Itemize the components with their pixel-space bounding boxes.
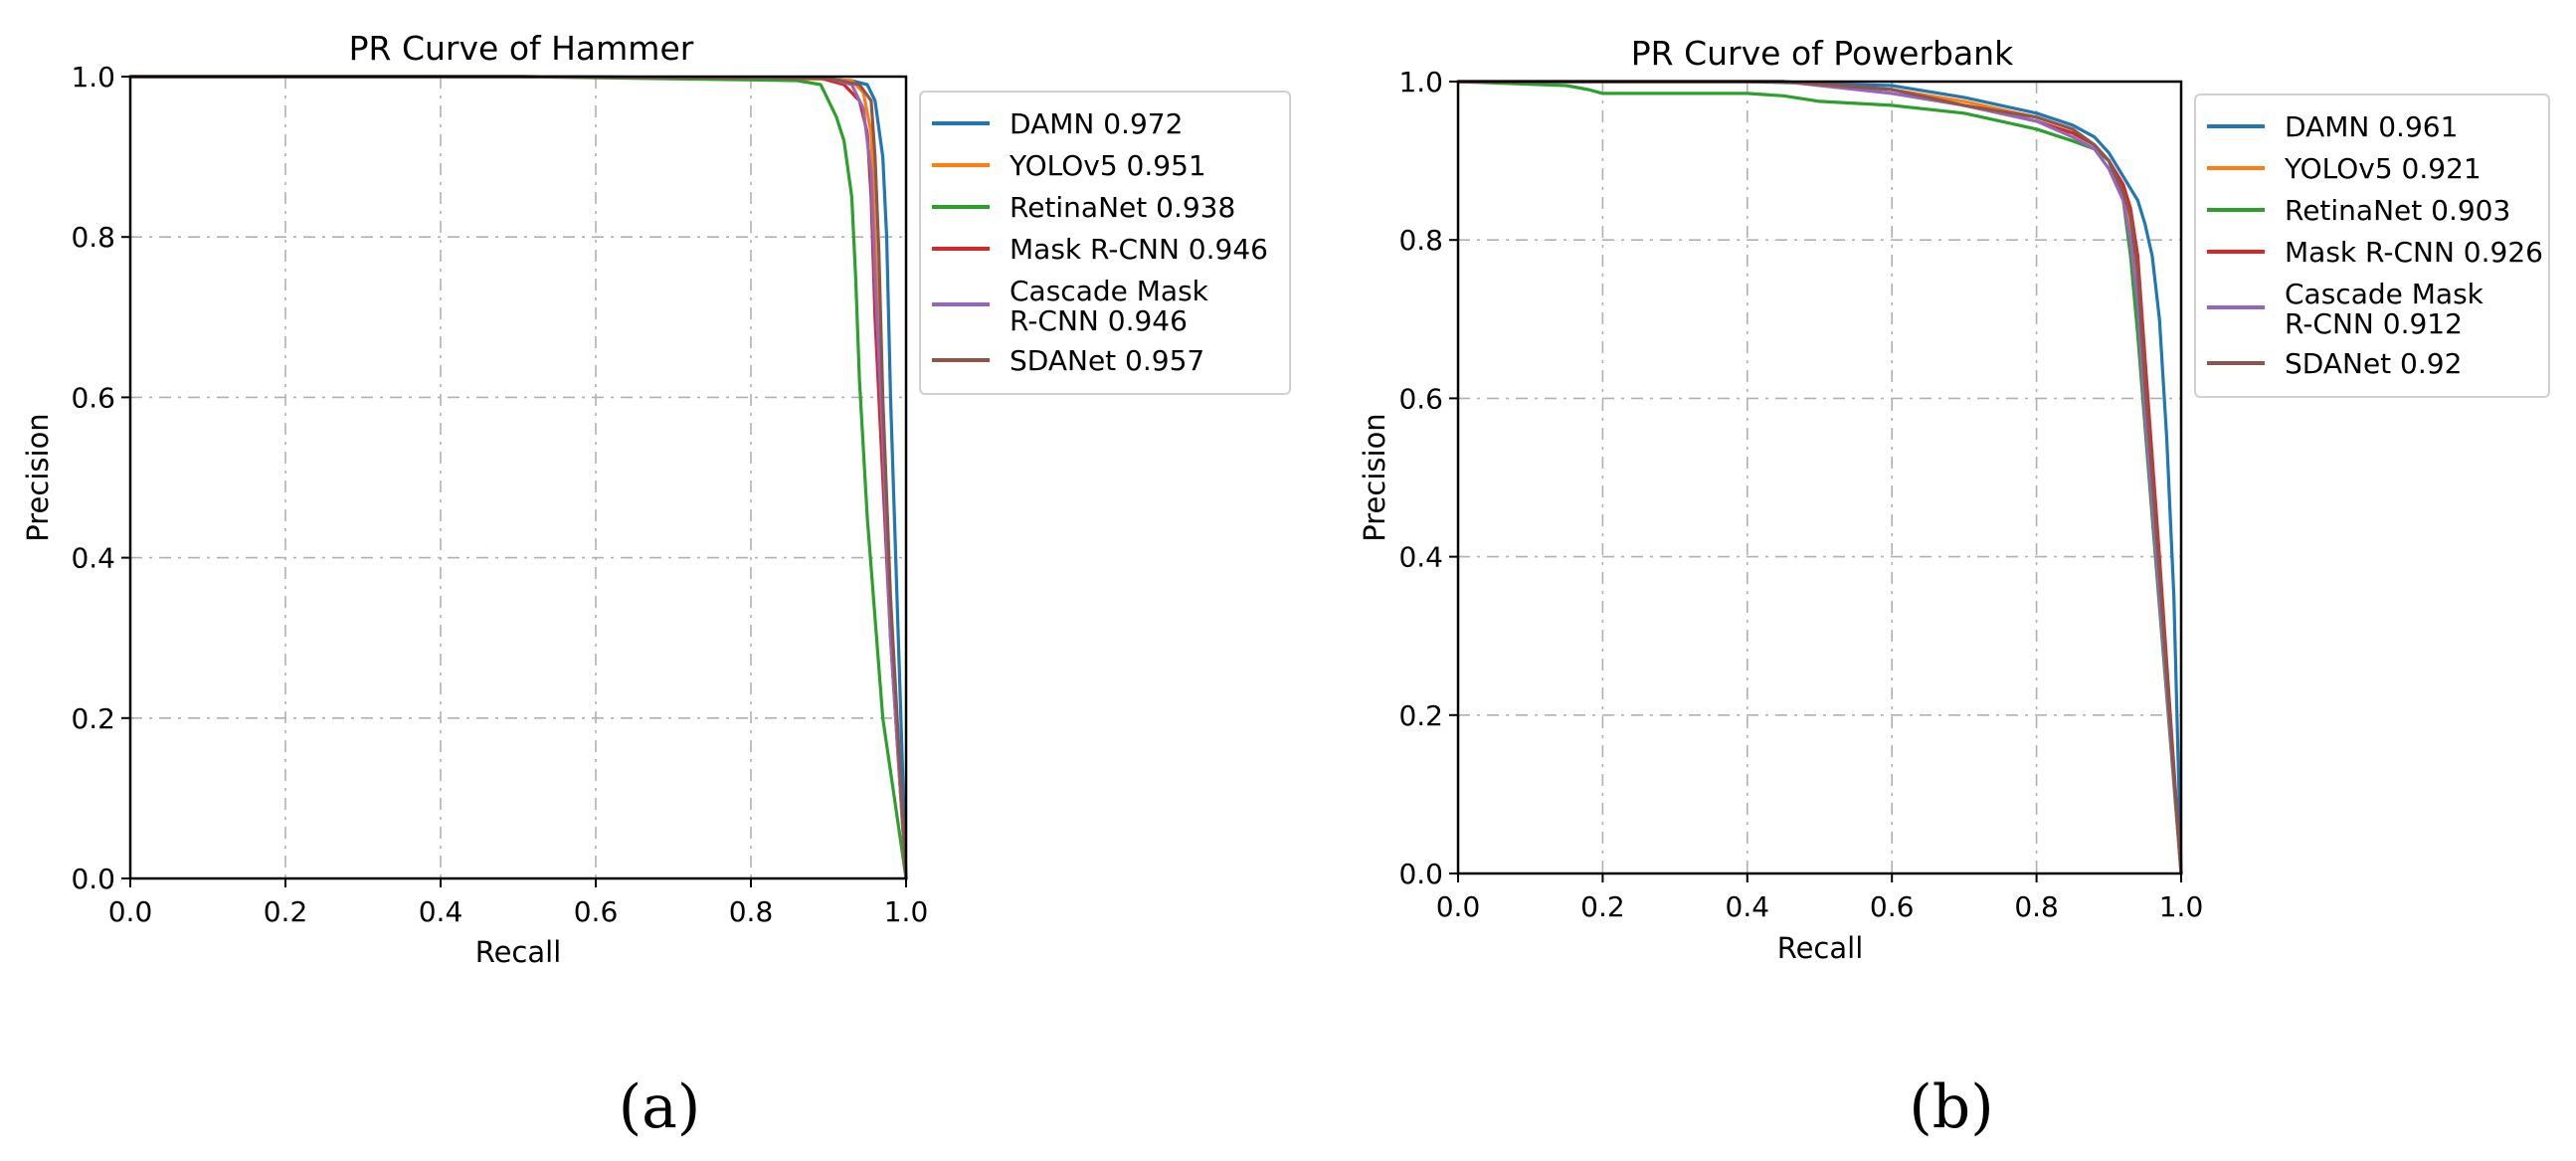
x-axis-label: Recall [475, 935, 562, 969]
y-axis-label: Precision [21, 413, 55, 541]
chart-panel-a: PR Curve of Hammer 0.0 0.2 0.4 0.6 0.8 1.00.0… [21, 29, 1291, 1142]
series-line-4 [1456, 80, 2183, 875]
chart-title: PR Curve of Hammer [349, 29, 694, 68]
x-tick-label: 0.2 [264, 895, 308, 928]
chart-title: PR Curve of Powerbank [1631, 34, 2014, 73]
legend-label-3: Mask R-CNN 0.946 [1010, 233, 1268, 266]
x-tick-label: 0.6 [574, 895, 619, 928]
legend-box [2194, 94, 2550, 398]
legend-label-1: YOLOv5 0.951 [1009, 149, 1206, 182]
x-axis-label: Recall [1777, 931, 1864, 965]
y-tick-label: 1.0 [1398, 66, 1443, 98]
legend: DAMN 0.972 YOLOv5 0.951 RetinaNet 0.938 Mas… [919, 91, 1291, 395]
legend-label-0: DAMN 0.961 [2285, 110, 2458, 143]
y-tick-label: 0.4 [71, 542, 115, 575]
legend-label-2: RetinaNet 0.938 [1010, 191, 1235, 224]
series-line-5 [128, 75, 908, 880]
y-tick-label: 0.6 [71, 381, 115, 414]
x-tick-label: 0.8 [2014, 890, 2059, 923]
series-line-0 [1456, 80, 2183, 875]
series-line-0 [128, 75, 908, 880]
x-tick-label: 0.0 [108, 895, 153, 928]
x-tick-label: 1.0 [2159, 890, 2204, 923]
chart-panel-b: PR Curve of Powerbank 0.0 0.2 0.4 0.6 0.8 1.0… [1358, 34, 2550, 1142]
y-tick-label: 0.6 [1398, 382, 1443, 415]
legend-label-5: SDANet 0.92 [2285, 347, 2462, 380]
legend-label-0: DAMN 0.972 [1010, 107, 1183, 140]
legend-label-4: Cascade Mask R-CNN 0.946 [1010, 275, 1209, 337]
y-tick-label: 0.0 [1398, 858, 1443, 890]
series-lines [1456, 80, 2183, 875]
series-line-5 [1456, 80, 2183, 875]
x-tick-label: 0.8 [729, 895, 774, 928]
x-tick-label: 0.4 [419, 895, 463, 928]
series-line-2 [128, 75, 908, 880]
x-tick-label: 0.6 [1870, 890, 1915, 923]
y-tick-label: 0.8 [1398, 224, 1443, 257]
series-line-1 [128, 75, 908, 880]
series-line-1 [1456, 80, 2183, 875]
y-tick-label: 1.0 [71, 61, 115, 94]
legend-label-1: YOLOv5 0.921 [2284, 152, 2482, 185]
legend-label-5: SDANet 0.957 [1010, 344, 1204, 377]
series-line-2 [1456, 80, 2183, 875]
legend-label-3: Mask R-CNN 0.926 [2285, 236, 2543, 269]
legend-box [919, 91, 1291, 395]
series-line-3 [128, 75, 908, 880]
y-axis-label: Precision [1358, 413, 1391, 541]
axis-ticks: 0.0 0.2 0.4 0.6 0.8 1.0 0.0 0.2 0.4 0.6 0.8 1.0 [1398, 66, 2203, 923]
series-lines [128, 75, 908, 880]
x-tick-label: 0.4 [1726, 890, 1770, 923]
x-tick-label: 0.2 [1580, 890, 1625, 923]
axis-ticks: 0.0 0.2 0.4 0.6 0.8 1.0 0.0 0.2 0.4 0.6 0.8 1.0 [71, 61, 928, 928]
grid-lines [130, 77, 906, 878]
y-tick-label: 0.2 [71, 702, 115, 735]
series-line-3 [1456, 80, 2183, 875]
panel-label: (a) [619, 1072, 701, 1142]
y-tick-label: 0.8 [71, 221, 115, 254]
y-tick-label: 0.2 [1398, 699, 1443, 732]
plot-area-frame [1456, 80, 2183, 875]
legend: DAMN 0.961 YOLOv5 0.921 RetinaNet 0.903 Mas… [2194, 94, 2550, 398]
x-tick-label: 1.0 [884, 895, 929, 928]
y-tick-label: 0.0 [71, 863, 115, 895]
panel-label: (b) [1909, 1072, 1993, 1142]
plot-area-frame [128, 75, 908, 880]
x-tick-label: 0.0 [1436, 890, 1481, 923]
y-tick-label: 0.4 [1398, 541, 1443, 574]
series-line-4 [128, 75, 908, 880]
grid-lines [1458, 82, 2181, 873]
legend-label-4: Cascade Mask R-CNN 0.912 [2285, 278, 2484, 340]
legend-label-2: RetinaNet 0.903 [2285, 194, 2510, 227]
